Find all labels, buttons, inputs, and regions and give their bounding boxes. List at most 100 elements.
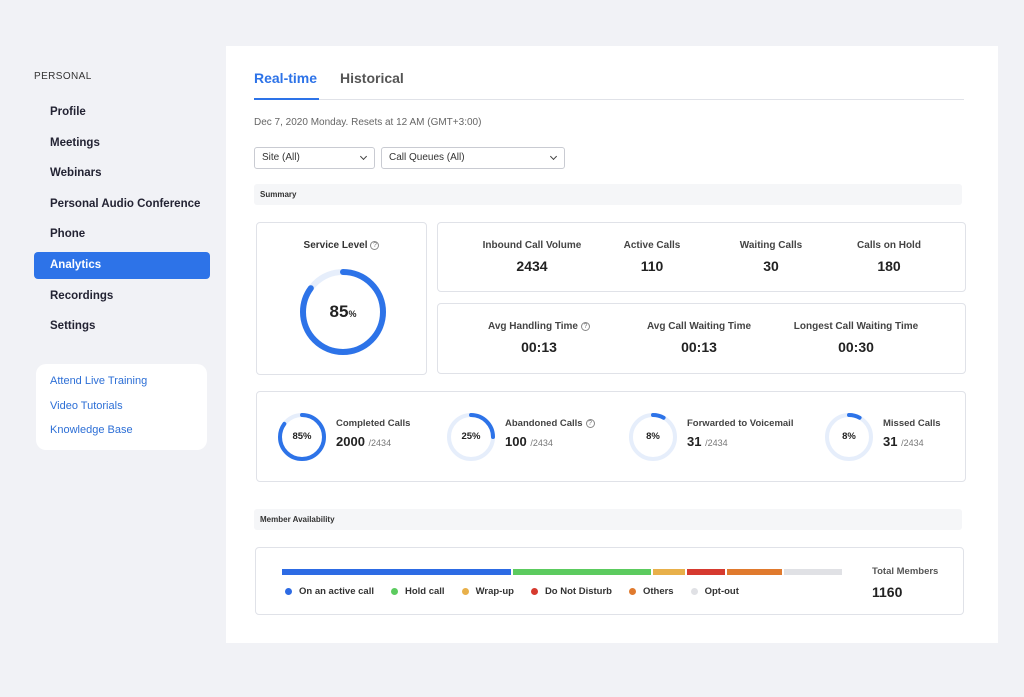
call-text: Missed Calls 31 /2434	[883, 418, 941, 449]
missed-calls-ring	[825, 413, 873, 461]
ring-arc	[278, 413, 326, 461]
member-availability-section-header: Member Availability	[254, 509, 962, 530]
call-label: Missed Calls	[883, 418, 941, 429]
legend-item: On an active call	[285, 586, 374, 597]
tab-historical[interactable]: Historical	[340, 70, 404, 86]
tab-bar: Real-time Historical	[254, 68, 964, 100]
ring-arc	[629, 413, 677, 461]
help-icon[interactable]: ?	[581, 322, 590, 331]
sidebar-item-meetings[interactable]: Meetings	[50, 136, 100, 149]
call-stats-card: Inbound Call Volume 2434 Active Calls 11…	[437, 222, 966, 292]
sidebar-item-personal-audio-conference[interactable]: Personal Audio Conference	[50, 197, 201, 210]
call-total: /2434	[705, 438, 728, 448]
legend-label: Others	[642, 586, 674, 597]
sidebar-item-phone[interactable]: Phone	[50, 228, 86, 241]
active-tab-indicator	[254, 98, 319, 100]
call-queues-select[interactable]: Call Queues (All)	[381, 147, 565, 169]
stat-label: Waiting Calls	[739, 240, 803, 251]
call-value-row: 31 /2434	[687, 434, 793, 449]
availability-segment	[653, 569, 686, 575]
stat-value: 30	[763, 258, 779, 274]
chevron-down-icon	[549, 152, 558, 161]
stat-avg-call-waiting-time: Avg Call Waiting Time 00:13	[634, 304, 764, 355]
stat-calls-on-hold: Calls on Hold 180	[839, 223, 939, 274]
stat-label-row: Avg Handling Time?	[478, 321, 600, 332]
service-level-ring	[300, 269, 386, 355]
legend-label: On an active call	[299, 586, 374, 597]
call-value: 31	[687, 434, 702, 449]
availability-segment	[726, 569, 782, 575]
call-value-row: 31 /2434	[883, 434, 941, 449]
stat-label: Inbound Call Volume	[482, 240, 582, 251]
date-reset-info: Dec 7, 2020 Monday. Resets at 12 AM (GMT…	[254, 117, 482, 128]
sidebar-item-settings[interactable]: Settings	[50, 320, 96, 333]
stat-inbound-call-volume: Inbound Call Volume 2434	[467, 223, 597, 274]
link-video-tutorials[interactable]: Video Tutorials	[50, 399, 123, 412]
service-level-card: Service Level? 85%	[256, 222, 427, 375]
call-value: 100	[505, 434, 527, 449]
availability-stacked-bar	[282, 569, 844, 575]
help-icon[interactable]: ?	[370, 241, 380, 250]
sidebar-item-webinars[interactable]: Webinars	[50, 167, 102, 180]
legend-dot-icon	[628, 588, 636, 595]
stat-value: 00:30	[838, 339, 874, 355]
ring-arc	[825, 413, 873, 461]
availability-legend: On an active call Hold call Wrap-up Do Not …	[285, 586, 756, 597]
stat-avg-handling-time: Avg Handling Time? 00:13	[478, 304, 600, 355]
call-total: /2434	[368, 438, 392, 448]
legend-label: Wrap-up	[475, 586, 514, 597]
stat-label: Longest Call Waiting Time	[793, 321, 919, 332]
tab-real-time[interactable]: Real-time	[254, 70, 318, 86]
sidebar-item-analytics[interactable]: Analytics	[34, 251, 210, 279]
call-total: /2434	[901, 438, 924, 448]
call-label: Completed Calls	[336, 418, 411, 429]
ring-percent: 85%	[292, 431, 312, 442]
completed-calls-ring	[278, 413, 326, 461]
ring-arc	[447, 413, 495, 461]
call-total: /2434	[530, 438, 553, 448]
chevron-down-icon	[359, 152, 368, 161]
site-select[interactable]: Site (All)	[254, 147, 375, 169]
service-level-label-row: Service Level?	[257, 240, 426, 251]
stat-label: Avg Handling Time	[487, 321, 578, 332]
calls-breakdown-card: 85% Completed Calls 2000 /2434 25% Aband…	[256, 391, 966, 482]
sidebar-nav: Profile Meetings Webinars Personal Audio…	[34, 99, 210, 344]
forwarded-to-voicemail-ring	[629, 413, 677, 461]
sidebar: PERSONAL Profile Meetings Webinars Perso…	[0, 0, 226, 697]
availability-segment	[687, 569, 725, 575]
legend-label: Do Not Disturb	[544, 586, 612, 597]
link-knowledge-base[interactable]: Knowledge Base	[50, 424, 133, 437]
service-level-value: 85%	[299, 268, 387, 356]
stat-label: Active Calls	[623, 240, 681, 251]
ring-percent: 8%	[842, 431, 856, 442]
legend-dot-icon	[390, 588, 398, 595]
stat-value: 00:13	[681, 339, 717, 355]
summary-section-header: Summary	[254, 184, 962, 205]
stat-waiting-calls: Waiting Calls 30	[721, 223, 821, 274]
service-level-ring-arc	[300, 269, 386, 355]
legend-item: Wrap-up	[461, 586, 514, 597]
call-text: Forwarded to Voicemail 31 /2434	[687, 418, 793, 449]
legend-item: Hold call	[390, 586, 445, 597]
legend-dot-icon	[530, 588, 538, 595]
stat-label: Avg Call Waiting Time	[646, 321, 752, 332]
service-level-label: Service Level	[303, 240, 368, 251]
call-value-row: 2000 /2434	[336, 434, 410, 449]
stat-value: 180	[877, 258, 901, 274]
help-icon[interactable]: ?	[585, 419, 595, 428]
call-queues-select-value: Call Queues (All)	[389, 152, 465, 163]
stat-value: 2434	[516, 258, 548, 274]
link-attend-live-training[interactable]: Attend Live Training	[50, 375, 148, 387]
sidebar-item-profile[interactable]: Profile	[50, 106, 86, 118]
availability-segment	[513, 569, 652, 575]
call-value-row: 100 /2434	[505, 434, 595, 449]
legend-item: Opt-out	[690, 586, 739, 597]
total-members: Total Members 1160	[872, 566, 938, 600]
call-text: Completed Calls 2000 /2434	[336, 418, 410, 449]
sidebar-item-recordings[interactable]: Recordings	[50, 289, 114, 302]
call-text: Abandoned Calls? 100 /2434	[505, 418, 595, 449]
stat-active-calls: Active Calls 110	[602, 223, 702, 274]
legend-label: Opt-out	[704, 586, 739, 597]
legend-dot-icon	[461, 588, 469, 595]
member-availability-card: On an active call Hold call Wrap-up Do Not …	[255, 547, 964, 615]
